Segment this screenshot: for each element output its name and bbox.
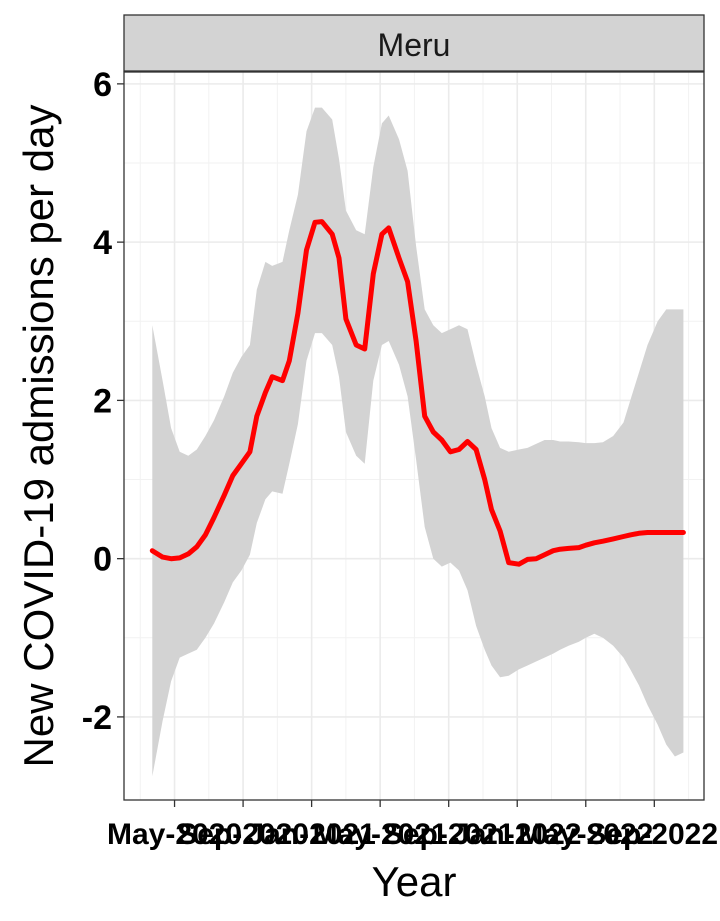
fitted-line	[149, 219, 686, 567]
y-axis-title: New COVID-19 admissions per day	[15, 105, 62, 768]
x-tick-label: May-2020	[107, 818, 242, 851]
y-tick-label: 2	[93, 382, 112, 420]
x-tick-label: Jan-2022	[453, 818, 581, 851]
x-tick-label: May-2021	[313, 818, 448, 851]
x-tick-label: Sep-2020	[177, 818, 309, 851]
x-tick-label: Jan-2021	[247, 818, 375, 851]
y-axis: -2 0 2 4 6	[82, 66, 124, 737]
y-tick-label: 6	[93, 66, 112, 104]
plot-border	[123, 71, 705, 801]
y-tick-label: 4	[93, 224, 112, 262]
x-tick-label: May-2022	[518, 818, 653, 851]
facet-strip: Meru	[123, 14, 705, 72]
x-tick-label: Sep-2022	[586, 818, 718, 851]
y-tick-label: 0	[93, 541, 112, 579]
confidence-band	[152, 107, 684, 777]
x-tick-label: Sep-2021	[383, 818, 515, 851]
x-axis-title: Year	[372, 858, 457, 905]
x-axis: May-2020Sep-2020Jan-2021May-2021Sep-2021…	[107, 800, 718, 851]
facet-label: Meru	[378, 27, 451, 63]
y-tick-label: -2	[82, 699, 112, 737]
